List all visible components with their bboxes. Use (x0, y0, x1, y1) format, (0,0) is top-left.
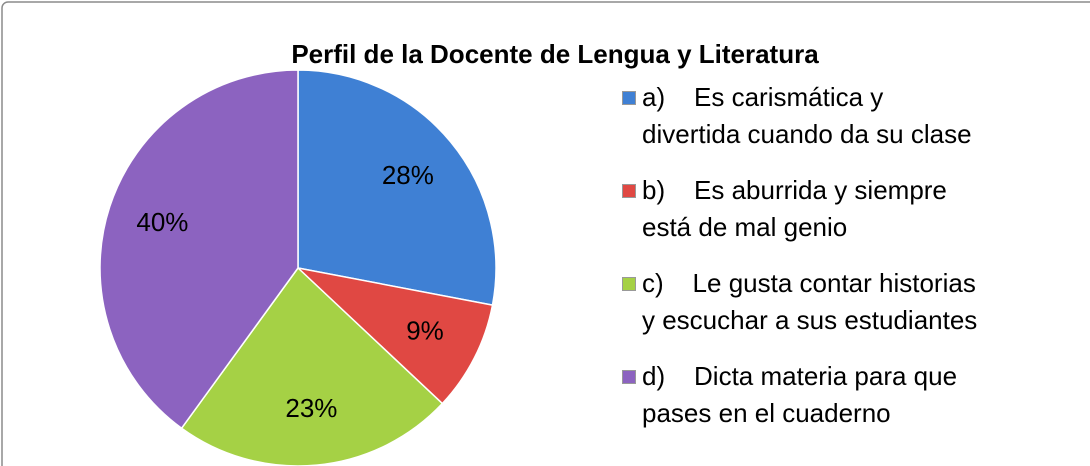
data-label: 9% (406, 316, 444, 346)
pie-slice (99, 69, 299, 430)
legend-label: d) Dicta materia para que pases en el cu… (642, 361, 958, 428)
legend-label: b) Es aburrida y siempre está de mal gen… (642, 175, 947, 242)
legend-label: c) Le gusta contar historias y escuchar … (642, 268, 978, 335)
legend-item: d) Dicta materia para que pases en el cu… (622, 358, 1090, 451)
data-label: 23% (285, 393, 337, 423)
legend: a) Es carismática y divertida cuando da … (622, 79, 1090, 451)
chart-title: Perfil de la Docente de Lengua y Literat… (291, 39, 819, 69)
pie-slice (295, 266, 494, 405)
legend-label: a) Es carismática y divertida cuando da … (642, 82, 972, 149)
legend-item: a) Es carismática y divertida cuando da … (622, 79, 1090, 172)
pie-slice (297, 69, 497, 306)
legend-swatch (622, 370, 636, 384)
legend-item: c) Le gusta contar historias y escuchar … (622, 265, 1090, 358)
data-label: 40% (136, 207, 188, 237)
legend-swatch (622, 277, 636, 291)
pie: 28% 9% 23% 40% (99, 69, 497, 466)
legend-swatch (622, 184, 636, 198)
legend-item: b) Es aburrida y siempre está de mal gen… (622, 172, 1090, 265)
legend-swatch (622, 91, 636, 105)
data-label: 28% (382, 160, 434, 190)
pie-slice (180, 266, 444, 466)
